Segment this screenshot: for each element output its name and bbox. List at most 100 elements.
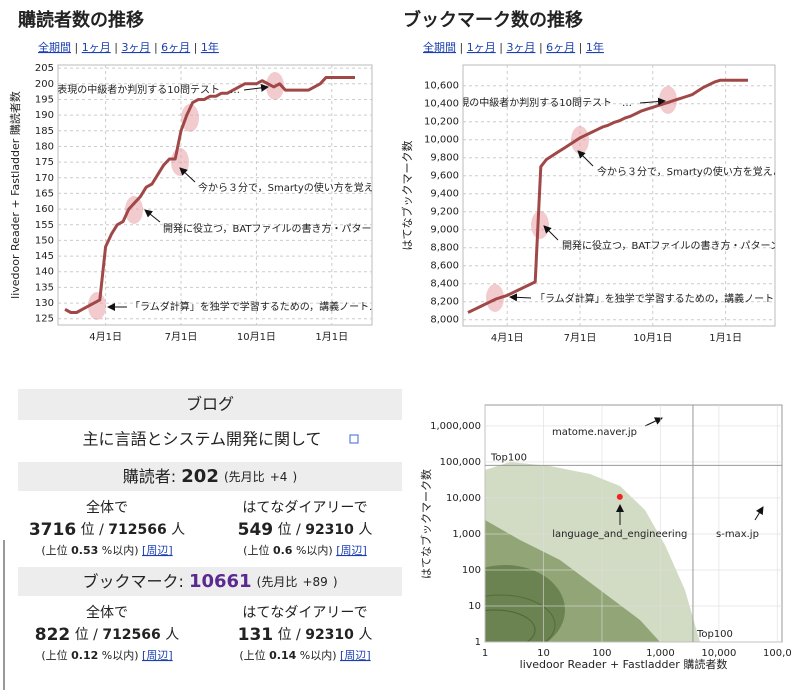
y-axis-label: はてなブックマーク数 — [419, 469, 433, 579]
x-tick-label: 1月1日 — [315, 331, 348, 343]
nearby-link[interactable]: [周辺] — [340, 649, 371, 662]
text-line: 3716 位 / 712566 人 — [29, 520, 185, 540]
annotation: とが正規表現の中級者か判別する10問テスト … — [17, 83, 240, 96]
text-part: 人 — [165, 627, 179, 643]
reference-label: Top100 — [490, 452, 527, 463]
separator: | — [154, 41, 158, 54]
chart-title: ブックマーク数の推移 — [403, 9, 583, 31]
x-tick-label: 100 — [592, 648, 611, 659]
period-link[interactable]: 6ヶ月 — [546, 41, 575, 54]
period-link[interactable]: 全期間 — [38, 40, 71, 54]
period-link[interactable]: 6ヶ月 — [161, 41, 190, 54]
annotation: 開発に役立つ，BATファイルの書き方・パターン… — [562, 239, 790, 252]
series-line — [467, 78, 748, 314]
highlight — [531, 211, 549, 239]
y-tick-label: 190 — [35, 110, 54, 121]
y-tick-label: 10,000 — [424, 135, 459, 146]
arrow — [509, 293, 532, 302]
period-link[interactable]: 1年 — [201, 40, 219, 54]
period-link[interactable]: 1ヶ月 — [467, 41, 496, 54]
nearby-link[interactable]: [周辺] — [142, 544, 173, 557]
y-tick-label: 10,200 — [424, 117, 459, 128]
text-part: 位 — [278, 627, 292, 643]
series-line — [64, 76, 355, 314]
y-tick-label: 10,400 — [424, 99, 459, 110]
period-link[interactable]: 3ヶ月 — [506, 41, 535, 54]
y-tick-label: 205 — [35, 63, 54, 74]
section-bar — [18, 462, 402, 491]
separator: | — [114, 41, 118, 54]
text-part: (上位 — [239, 648, 265, 662]
text-part: / — [296, 627, 301, 643]
text-part: (上位 — [41, 648, 67, 662]
separator: | — [499, 41, 503, 54]
x-axis-label: livedoor Reader + Fastladder 購読者数 — [520, 657, 728, 671]
x-tick-label: 1月1日 — [709, 332, 742, 344]
percent: 0.53 — [71, 544, 98, 557]
annotation: 「ラムダ計算」を独学で学習するための，講義ノート... — [535, 292, 784, 305]
rank-scope: 全体で — [86, 499, 128, 516]
plot-clip: とが正規表現の中級者か判別する10問テスト … 今から３分で，Smartyの使い方… — [17, 72, 372, 320]
percent: 0.6 — [273, 544, 293, 557]
reference-label: Top100 — [696, 629, 733, 640]
rank: 549 — [238, 520, 274, 540]
nearby-link[interactable]: [周辺] — [336, 544, 367, 557]
panel-title: ブログ — [186, 395, 234, 414]
data-point — [616, 493, 623, 500]
panel-header — [18, 389, 402, 420]
x-tick-label: 7月1日 — [165, 331, 198, 343]
highlight — [88, 292, 106, 320]
text-part: (上位 — [41, 543, 67, 557]
y-tick-label: 170 — [35, 173, 54, 184]
period-link[interactable]: 全期間 — [423, 40, 456, 54]
count: 202 — [181, 466, 219, 487]
total: 712566 — [102, 627, 160, 643]
y-tick-label: 9,000 — [430, 225, 459, 236]
annotation: とが正規表現の中級者か判別する10問テスト … — [409, 96, 632, 109]
plot-clip: とが正規表現の中級者か判別する10問テスト … 今から３分で，Smartyの使い方… — [409, 78, 790, 314]
y-tick-label: 8,800 — [430, 243, 459, 254]
separator: | — [539, 41, 543, 54]
y-tick-label: 140 — [35, 267, 54, 278]
text-part: (先月比 — [224, 470, 265, 484]
arrow — [644, 417, 663, 427]
y-tick-label: 8,000 — [430, 315, 459, 326]
plot-area — [57, 64, 373, 326]
separator: | — [194, 41, 198, 54]
text-part: %以内) — [102, 543, 139, 557]
y-tick-label: 160 — [35, 204, 54, 215]
y-tick-label: 200 — [35, 79, 54, 90]
text-part: %以内) — [296, 543, 333, 557]
external-icon — [349, 434, 359, 444]
period-link[interactable]: 1ヶ月 — [82, 41, 111, 54]
y-axis-label: はてなブックマーク数 — [400, 141, 414, 251]
nearby-link[interactable]: [周辺] — [142, 649, 173, 662]
separator: | — [460, 41, 464, 54]
y-tick-label: 8,400 — [430, 279, 459, 290]
arrow — [144, 209, 161, 223]
text-line: ブックマーク: 10661 (先月比 +89 ) — [82, 571, 337, 592]
y-tick-label: 185 — [35, 126, 54, 137]
arrow — [543, 225, 559, 241]
rank: 131 — [238, 625, 274, 645]
blog-link[interactable]: 主に言語とシステム開発に関して — [82, 430, 321, 449]
period-link[interactable]: 1年 — [586, 40, 604, 54]
rank: 3716 — [29, 520, 76, 540]
arrow — [639, 97, 666, 106]
period-link[interactable]: 3ヶ月 — [121, 41, 150, 54]
y-tick-label: 100 — [462, 565, 481, 576]
y-tick-label: 9,600 — [430, 171, 459, 182]
separator: | — [579, 41, 583, 54]
arrow — [577, 150, 594, 167]
section-bar — [18, 567, 402, 596]
x-tick-label: 10月1日 — [237, 331, 276, 343]
change: +89 — [302, 575, 327, 589]
highlight — [571, 126, 589, 154]
y-tick-label: 195 — [35, 94, 54, 105]
text-part: / — [99, 522, 104, 538]
point-cloud — [485, 462, 700, 642]
x-tick-label: 4月1日 — [491, 332, 524, 344]
rank: 822 — [35, 625, 71, 645]
y-tick-label: 130 — [35, 298, 54, 309]
x-tick-label: 1,000 — [646, 648, 675, 659]
